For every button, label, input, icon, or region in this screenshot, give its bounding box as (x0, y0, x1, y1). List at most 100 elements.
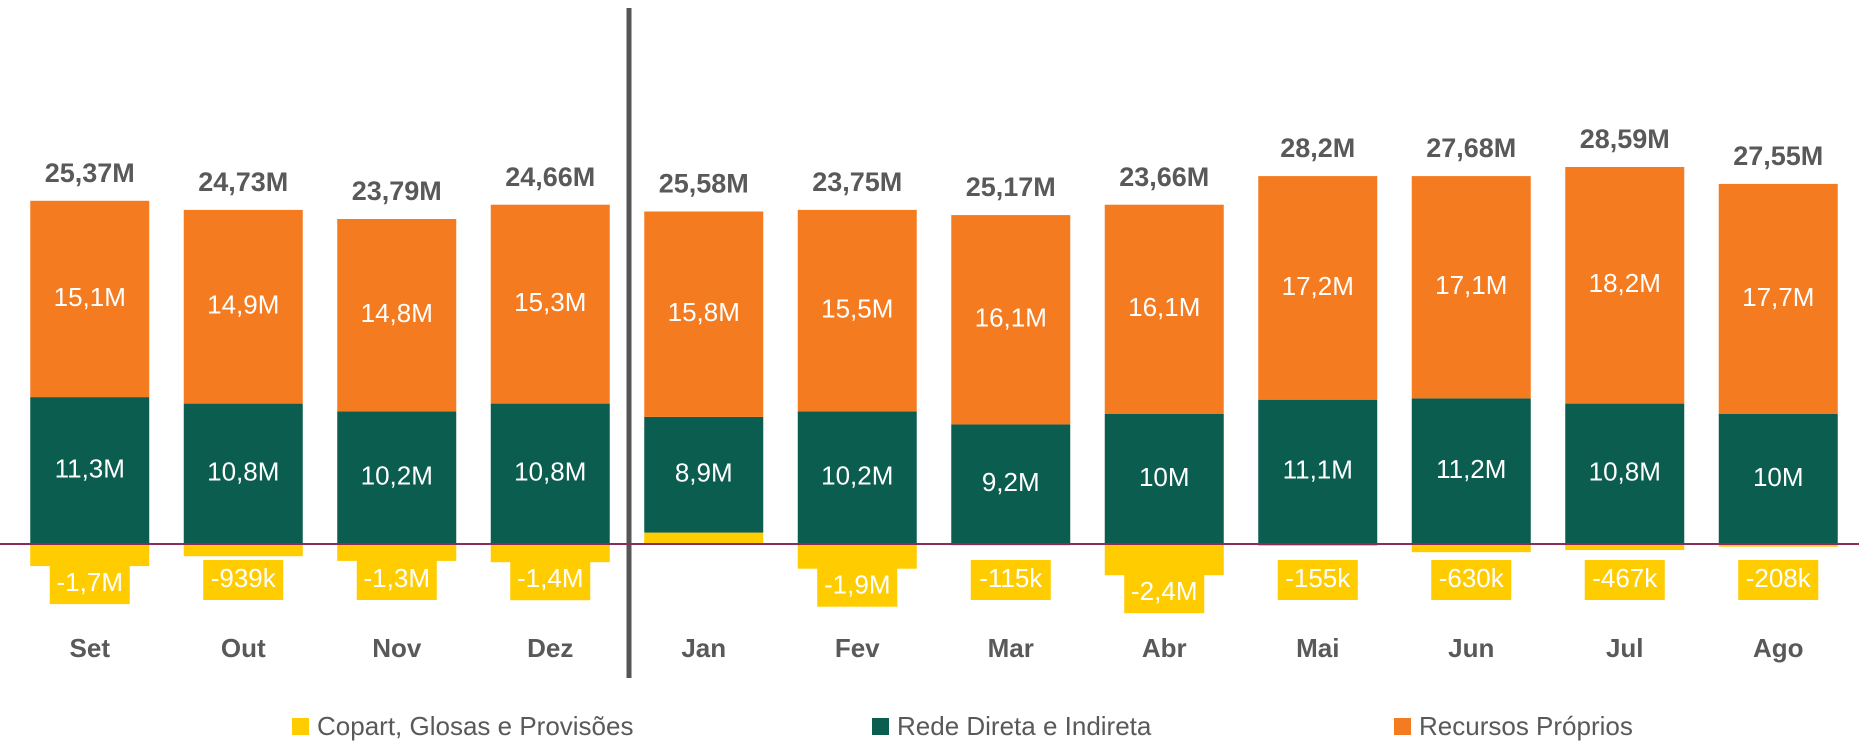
bar-segment (337, 544, 457, 561)
bar-segment (1258, 399, 1378, 544)
data-label: 16,1M (1128, 292, 1200, 322)
bar-segment (490, 204, 610, 404)
bar-segment (337, 219, 457, 412)
label-box (1584, 560, 1665, 600)
total-label: 23,66M (1119, 162, 1209, 192)
bar-segment (797, 411, 917, 544)
x-tick-label: Jul (1606, 633, 1644, 663)
x-tick-label: Abr (1142, 633, 1187, 663)
legend-swatch (292, 718, 309, 735)
bar-segment (1565, 403, 1685, 544)
data-label: -467k (1592, 563, 1658, 593)
data-label: 11,3M (55, 453, 125, 483)
total-label: 27,68M (1426, 133, 1516, 163)
bar-segment (644, 532, 764, 544)
data-label: 10M (1139, 462, 1190, 492)
total-label: 27,55M (1733, 141, 1823, 171)
total-label: 28,2M (1280, 133, 1355, 163)
total-label: 25,17M (966, 172, 1056, 202)
bar-segment (1104, 414, 1224, 544)
bar-segment (1565, 167, 1685, 404)
data-label: 10,8M (514, 457, 586, 487)
x-tick-label: Mai (1296, 633, 1339, 663)
bar-segment (1565, 544, 1685, 551)
data-label: 16,1M (975, 303, 1047, 333)
total-label: 25,37M (45, 158, 135, 188)
label-box (1431, 560, 1512, 600)
bar-segment (1718, 183, 1838, 414)
data-label: 17,7M (1742, 282, 1814, 312)
label-box (1738, 560, 1819, 600)
bar-segment (183, 209, 303, 404)
data-label: 9,2M (982, 467, 1040, 497)
total-label: 25,58M (659, 169, 749, 199)
x-tick-label: Jan (681, 633, 726, 663)
data-label: 10,8M (1589, 457, 1661, 487)
x-tick-label: Ago (1753, 633, 1804, 663)
data-label: 10,8M (207, 457, 279, 487)
data-label: -1,4M (517, 563, 583, 593)
data-label: 15,1M (54, 282, 126, 312)
data-label: -208k (1746, 563, 1812, 593)
label-box (817, 566, 898, 607)
x-tick-label: Fev (835, 633, 880, 663)
label-box (203, 560, 284, 600)
data-label: 15,5M (821, 294, 893, 324)
bar-segment (30, 397, 150, 544)
data-label: 14,9M (207, 290, 279, 320)
x-tick-label: Set (70, 633, 111, 663)
data-label: -939k (211, 563, 277, 593)
legend-swatch (1394, 718, 1411, 735)
bar-segment (1411, 544, 1531, 553)
bar-segment (30, 544, 150, 567)
bar-segment (1104, 544, 1224, 576)
x-tick-label: Dez (527, 633, 573, 663)
label-box (1277, 560, 1358, 600)
bar-segment (951, 215, 1071, 425)
bar-segment (1104, 204, 1224, 414)
bar-segment (183, 544, 303, 557)
label-box (970, 560, 1051, 600)
total-label: 23,75M (812, 167, 902, 197)
bar-segment (490, 544, 610, 563)
bar-segment (1411, 176, 1531, 399)
bar-segment (337, 411, 457, 544)
bar-segment (1258, 544, 1378, 547)
data-label: 11,1M (1283, 455, 1353, 485)
data-label: 18,2M (1589, 268, 1661, 298)
data-label: -1,9M (824, 570, 890, 600)
total-label: 24,73M (198, 167, 288, 197)
x-tick-label: Out (221, 633, 266, 663)
data-label: 15,8M (668, 297, 740, 327)
x-tick-label: Jun (1448, 633, 1494, 663)
total-label: 28,59M (1580, 124, 1670, 154)
bar-segment (1258, 176, 1378, 400)
label-box (510, 560, 591, 601)
data-label: 10M (1753, 462, 1804, 492)
bar-segment (797, 544, 917, 569)
data-label: 11,2M (1436, 454, 1506, 484)
data-label: -2,4M (1131, 576, 1197, 606)
label-box (49, 564, 130, 605)
legend-label: Recursos Próprios (1419, 711, 1633, 741)
data-label: -1,7M (57, 567, 123, 597)
bar-segment (490, 403, 610, 544)
bar-segment (1718, 544, 1838, 547)
bar-segment (1718, 414, 1838, 544)
bar-segment (30, 200, 150, 398)
label-box (356, 560, 437, 600)
bar-segment (644, 416, 764, 533)
bar-segment (183, 403, 303, 544)
legend-label: Rede Direta e Indireta (897, 711, 1152, 741)
label-box (1124, 573, 1205, 614)
data-label: -115k (979, 563, 1043, 593)
data-label: 10,2M (821, 461, 893, 491)
total-label: 24,66M (505, 162, 595, 192)
data-label: -630k (1439, 563, 1505, 593)
data-label: 14,8M (361, 298, 433, 328)
data-label: 15,3M (514, 287, 586, 317)
legend-swatch (872, 718, 889, 735)
data-label: 10,2M (361, 461, 433, 491)
x-tick-label: Nov (372, 633, 422, 663)
bar-segment (797, 209, 917, 412)
